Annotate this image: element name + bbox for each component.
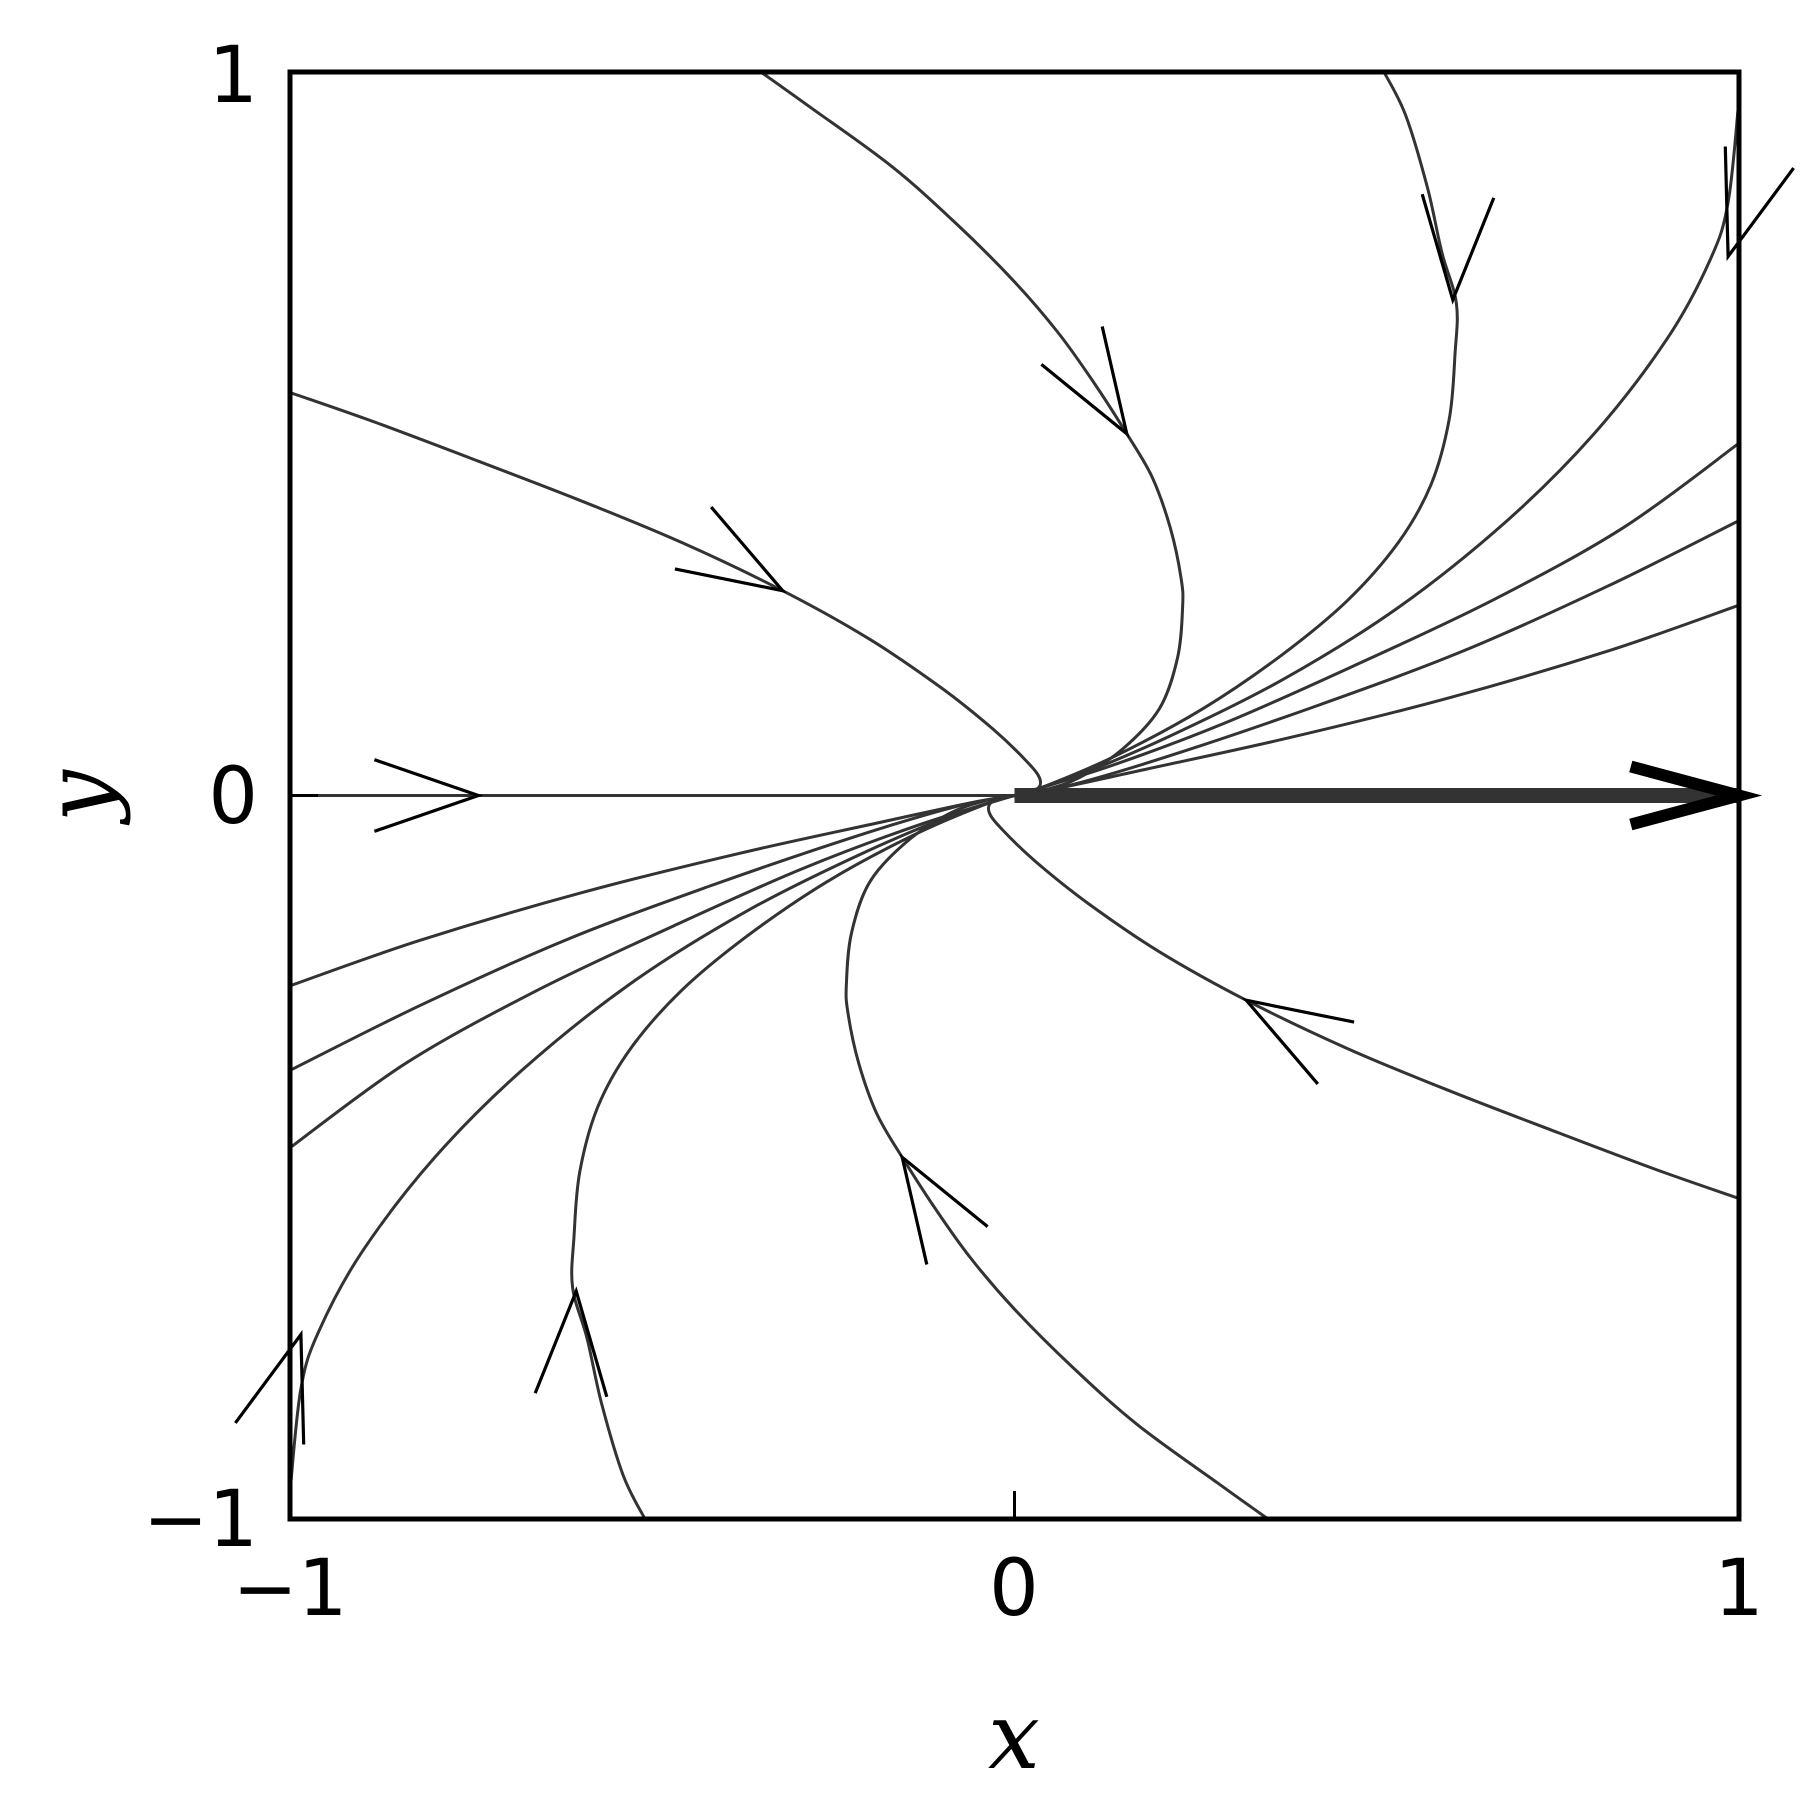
x-axis-label: x xyxy=(988,1683,1040,1790)
y-tick-label-min: −1 xyxy=(143,1475,258,1565)
x-tick-label-min: −1 xyxy=(233,1544,348,1634)
trajectory-curves xyxy=(288,70,1741,1521)
direction-arrow-0-0 xyxy=(1040,326,1130,438)
direction-arrow-3-0 xyxy=(1420,193,1496,305)
trajectory-curve-9 xyxy=(986,794,1740,1200)
y-tick-label-zero: 0 xyxy=(208,752,258,842)
y-tick-label-max: 1 xyxy=(208,31,258,121)
axis-ticks xyxy=(288,70,1741,1521)
x-tick-label-zero: 0 xyxy=(989,1544,1039,1634)
y-axis-label: y xyxy=(25,769,132,826)
trajectory-curve-0 xyxy=(760,70,1185,797)
direction-arrow-8-0 xyxy=(899,1153,989,1265)
trajectory-curve-11 xyxy=(288,794,1015,1493)
direction-arrow-1-0 xyxy=(674,506,787,594)
trajectory-curve-12 xyxy=(289,794,1015,1150)
trajectory-curve-7 xyxy=(1014,603,1740,797)
trajectory-curve-5 xyxy=(1014,441,1740,797)
direction-arrow-2-0 xyxy=(373,758,484,833)
direction-arrow-11-0 xyxy=(234,1329,306,1445)
direction-arrow-10-0 xyxy=(533,1286,609,1398)
trajectory-curve-1 xyxy=(289,391,1043,797)
trajectory-curve-10 xyxy=(570,794,1015,1520)
trajectory-curve-14 xyxy=(289,794,1015,988)
trajectory-curve-6 xyxy=(1014,519,1740,797)
trajectory-curve-4 xyxy=(1014,98,1741,797)
trajectory-curve-3 xyxy=(1014,71,1459,797)
direction-arrows xyxy=(234,146,1795,1445)
direction-arrow-9-0 xyxy=(1242,997,1355,1085)
trajectory-curve-13 xyxy=(289,794,1015,1072)
x-tick-label-max: 1 xyxy=(1714,1544,1764,1634)
trajectory-curve-8 xyxy=(844,794,1269,1521)
direction-arrow-4-0 xyxy=(1723,146,1795,262)
